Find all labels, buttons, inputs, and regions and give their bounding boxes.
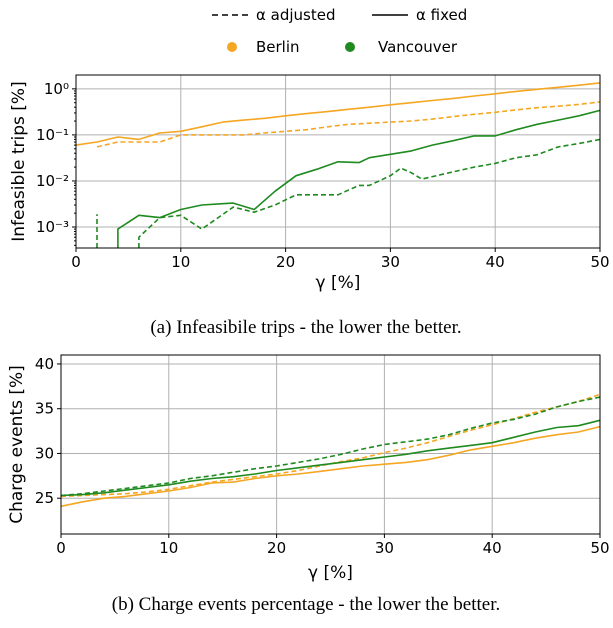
y-tick-label: 25 [35, 489, 54, 507]
series-line-vancouver-dashed [60, 396, 601, 497]
chart-b-caption: (b) Charge events percentage - the lower… [112, 594, 500, 615]
chart-infeasible-trips: 0 10 20 30 40 50 10⁻³ 10⁻² 10⁻¹ 10⁰ γ [%] Infeasi… [9, 74, 610, 338]
x-tick-label: 0 [56, 539, 66, 557]
y-tick-label: 10⁻³ [36, 218, 69, 236]
x-tick-label: 10 [171, 253, 190, 271]
series-line-vancouver-dashed [138, 138, 601, 248]
legend-vancouver-marker [345, 42, 355, 52]
x-tick-label: 0 [71, 253, 81, 271]
y-tick-label: 35 [35, 400, 54, 418]
chart-a-xlabel: γ [%] [316, 273, 361, 293]
x-tick-label: 30 [381, 253, 400, 271]
x-tick-label: 50 [590, 539, 609, 557]
chart-b-frame [60, 354, 601, 535]
y-tick-label: 40 [35, 355, 54, 373]
y-tick-label: 10⁻¹ [36, 126, 69, 144]
series-line-berlin-dashed [60, 393, 601, 498]
x-tick-label: 20 [267, 539, 286, 557]
x-tick-label: 10 [159, 539, 178, 557]
series-line-berlin-solid [75, 82, 601, 146]
chart-a-series [75, 82, 601, 248]
chart-charge-events: 0 10 20 30 40 50 25 30 35 40 γ [%] Charge events … [7, 354, 610, 615]
legend-berlin-marker [227, 42, 237, 52]
chart-b-ylabel: Charge events [%] [7, 365, 27, 524]
chart-b-ticks: 0 10 20 30 40 50 25 30 35 40 [35, 355, 610, 557]
legend-label-berlin: Berlin [256, 38, 300, 56]
legend-label-alpha-adjusted: α adjusted [256, 6, 336, 24]
chart-a-caption: (a) Infeasibile trips - the lower the be… [150, 317, 461, 338]
x-tick-label: 20 [276, 253, 295, 271]
legend: α adjusted α fixed Berlin Vancouver [212, 6, 467, 56]
chart-a-ylabel: Infeasible trips [%] [9, 81, 29, 241]
x-tick-label: 40 [483, 539, 502, 557]
series-line-vancouver-solid [60, 419, 601, 497]
series-line-berlin-solid [60, 425, 601, 508]
x-tick-label: 30 [375, 539, 394, 557]
y-tick-label: 10⁰ [44, 80, 69, 98]
chart-b-grid [60, 355, 601, 534]
series-line-vancouver-solid [117, 109, 601, 248]
chart-a-frame [75, 74, 601, 249]
y-tick-label: 10⁻² [36, 172, 69, 190]
x-tick-label: 40 [486, 253, 505, 271]
chart-b-series [60, 393, 601, 508]
y-tick-label: 30 [35, 444, 54, 462]
legend-label-vancouver: Vancouver [378, 38, 458, 56]
chart-b-xlabel: γ [%] [308, 563, 353, 583]
x-tick-label: 50 [590, 253, 609, 271]
legend-label-alpha-fixed: α fixed [416, 6, 467, 24]
chart-a-ticks: 0 10 20 30 40 50 10⁻³ 10⁻² 10⁻¹ 10⁰ [36, 80, 610, 271]
